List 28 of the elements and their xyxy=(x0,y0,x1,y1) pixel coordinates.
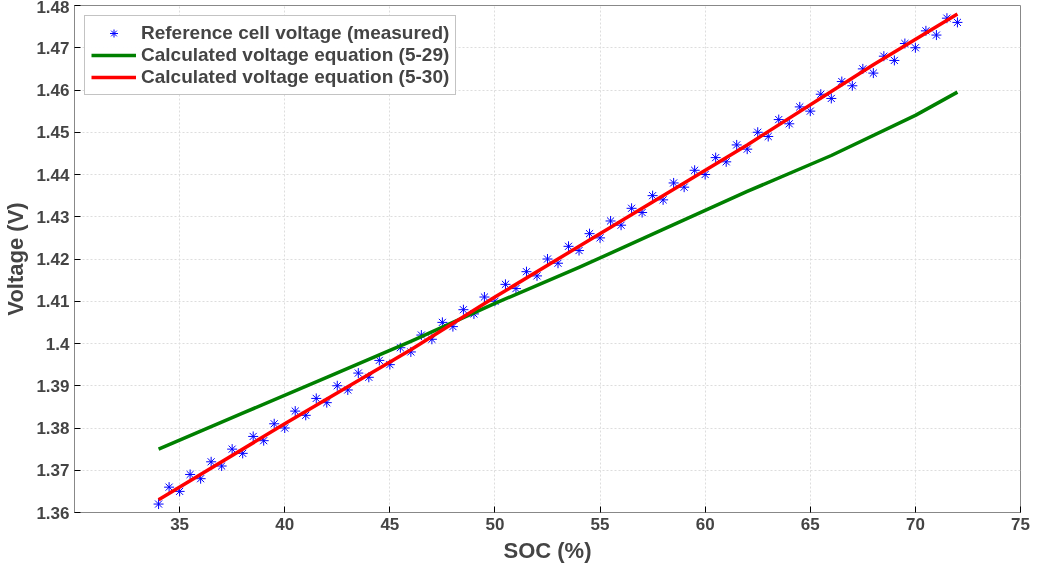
y-tick-label: 1.39 xyxy=(36,376,70,396)
y-tick-label: 1.48 xyxy=(36,0,70,17)
x-tick-label: 75 xyxy=(1011,514,1030,534)
x-tick-label: 70 xyxy=(905,514,925,534)
y-tick-label: 1.41 xyxy=(36,292,70,312)
x-tick-label: 65 xyxy=(800,514,820,534)
y-tick-label: 1.47 xyxy=(36,38,70,58)
y-tick-label: 1.45 xyxy=(36,123,70,143)
x-tick-label: 45 xyxy=(380,514,400,534)
x-tick-label: 55 xyxy=(590,514,610,534)
x-tick-label: 50 xyxy=(485,514,505,534)
x-tick-label: 60 xyxy=(695,514,715,534)
y-tick-label: 1.37 xyxy=(36,461,70,481)
line-series xyxy=(156,90,960,451)
legend-label: Calculated voltage equation (5-29) xyxy=(141,44,450,66)
y-tick-label: 1.36 xyxy=(36,503,70,523)
y-tick-label: 1.38 xyxy=(36,419,70,438)
y-tick-label: 1.4 xyxy=(45,334,71,354)
legend-label: Calculated voltage equation (5-30) xyxy=(141,66,450,88)
y-tick-label: 1.42 xyxy=(36,250,70,269)
legend-label: Reference cell voltage (measured) xyxy=(141,22,450,44)
x-tick-label: 40 xyxy=(275,514,295,534)
y-tick-label: 1.46 xyxy=(36,81,70,100)
y-tick-label: 1.43 xyxy=(36,207,70,227)
y-tick-label: 1.44 xyxy=(36,165,71,185)
x-tick-label: 35 xyxy=(170,514,190,534)
y-axis-title: Voltage (V) xyxy=(3,202,29,316)
x-axis-title: SOC (%) xyxy=(503,537,592,563)
